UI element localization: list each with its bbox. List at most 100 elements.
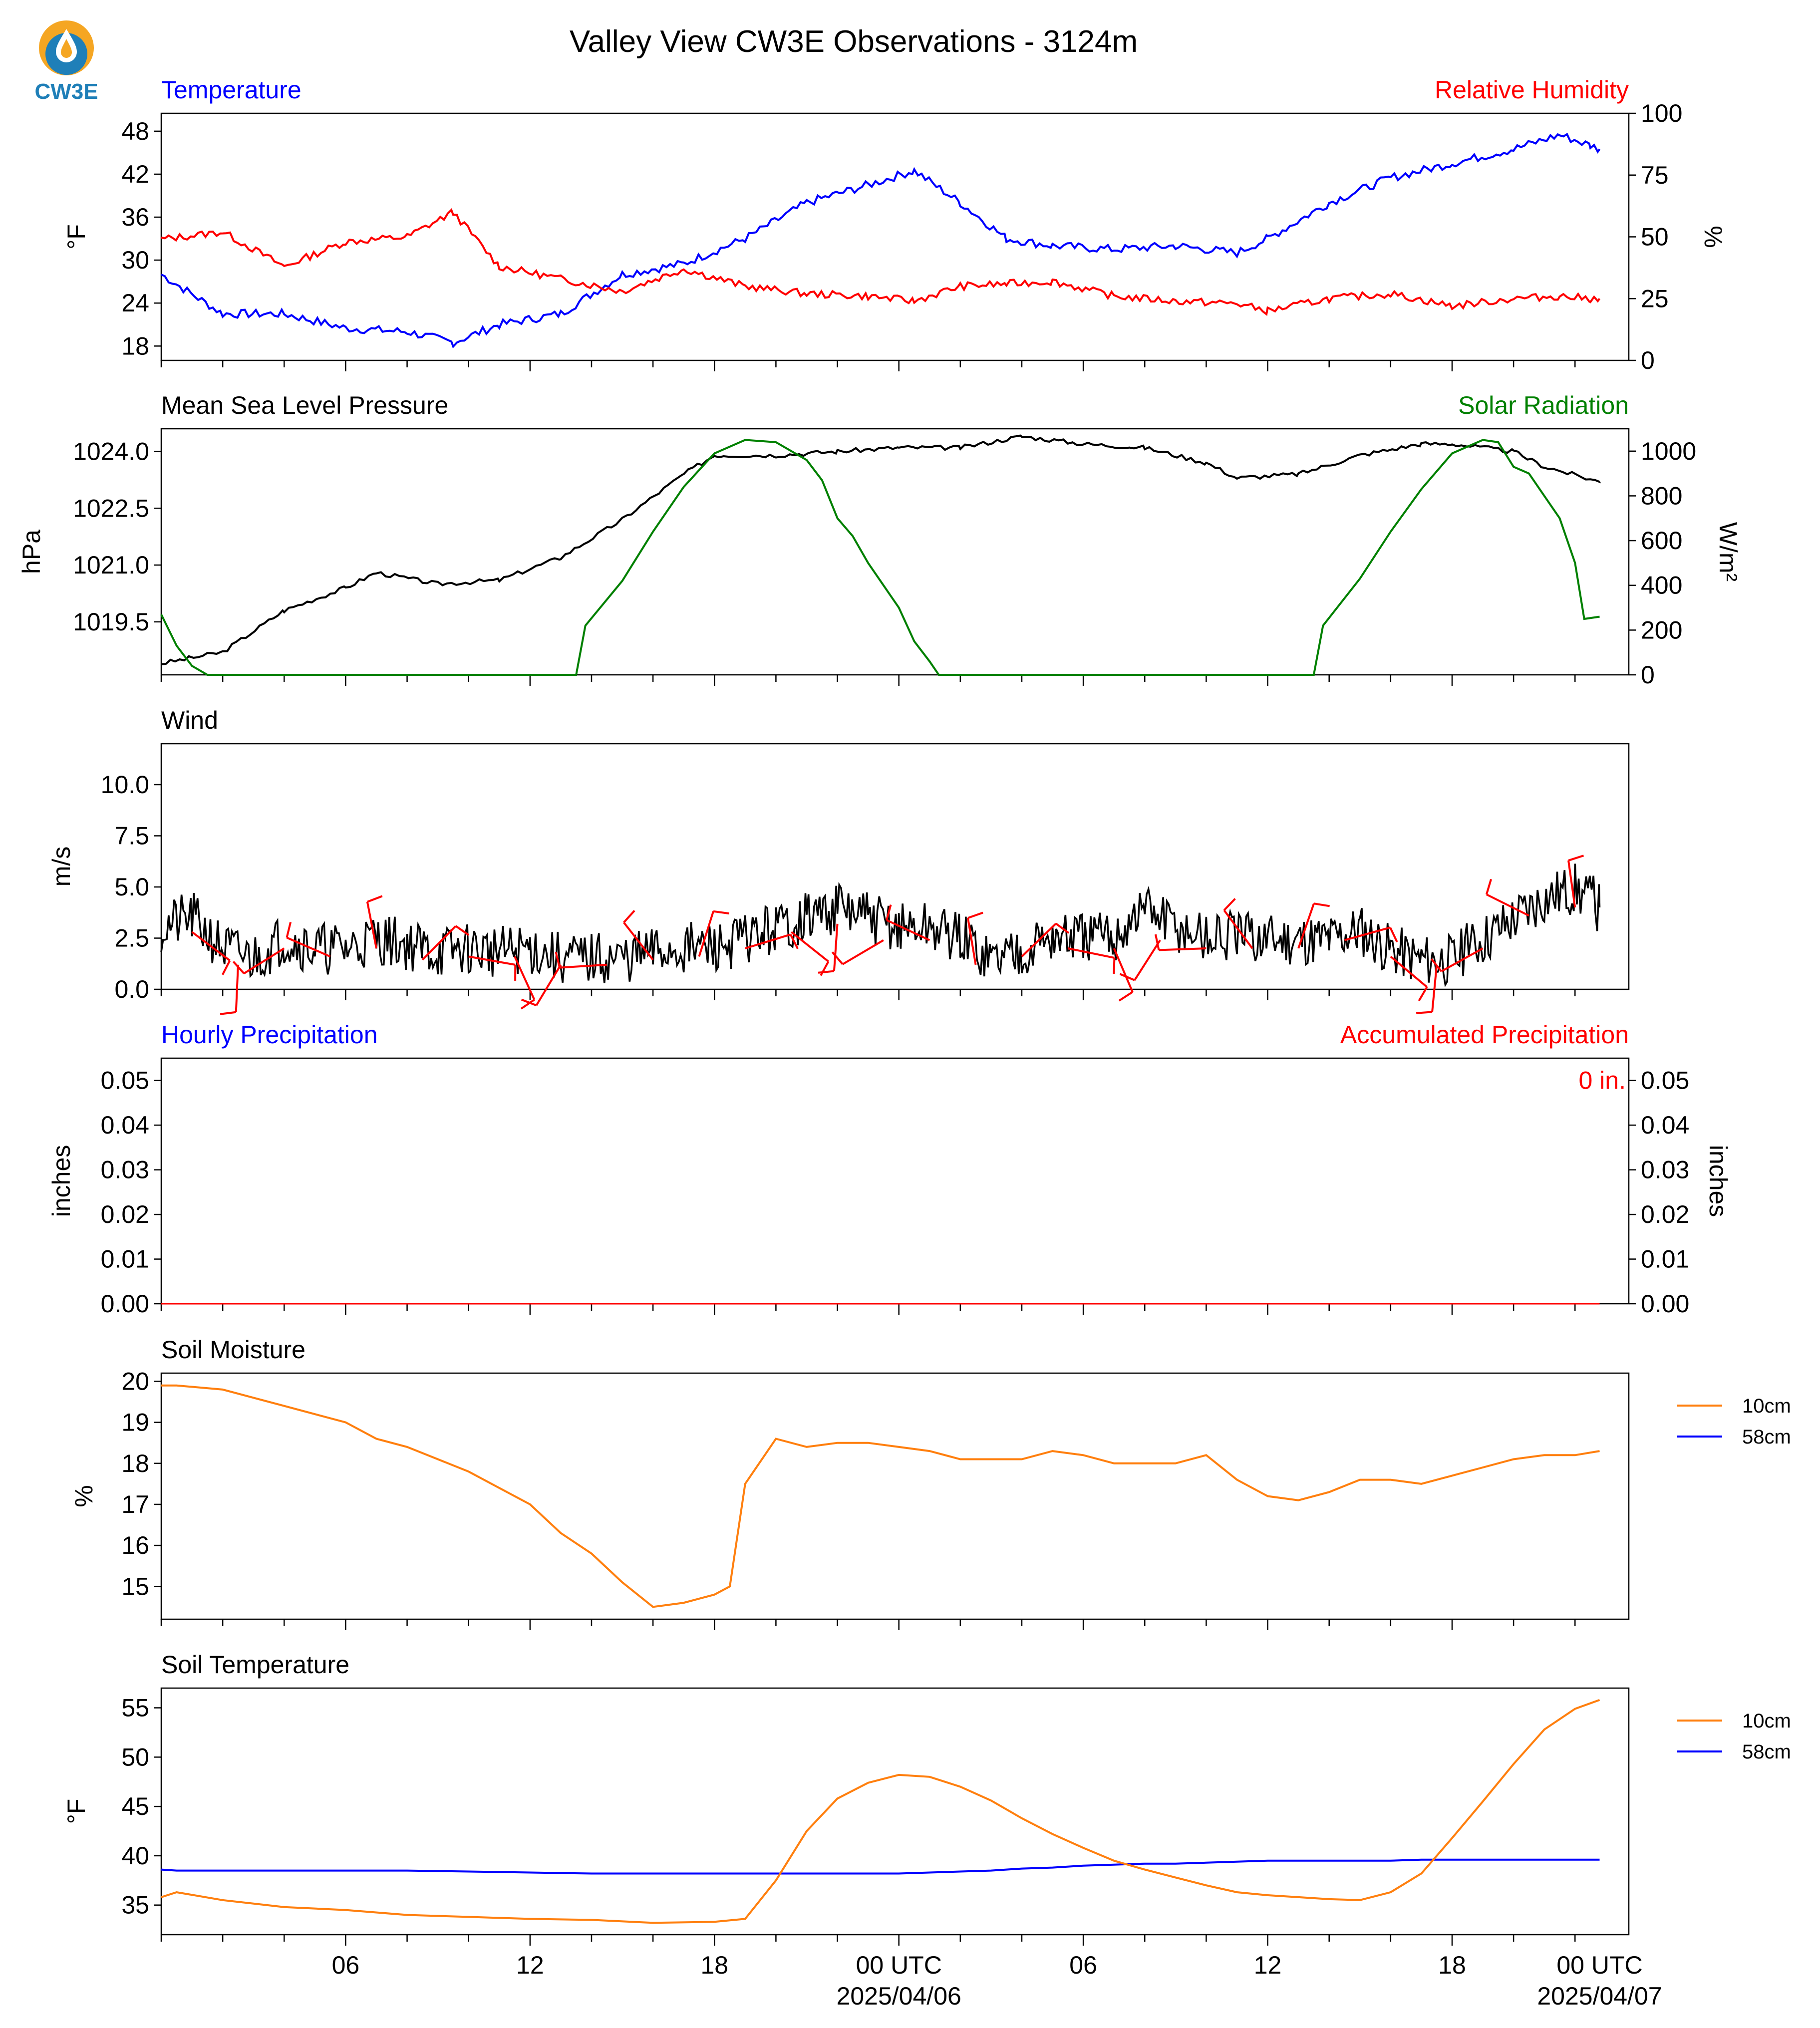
temperature-y-tick-label: 24 <box>121 289 149 317</box>
accum-y-tick-label: 0.03 <box>1641 1156 1689 1184</box>
accum-y-tick-label: 0.05 <box>1641 1067 1689 1095</box>
solar-title: Solar Radiation <box>1458 391 1629 419</box>
wind-barb <box>1134 939 1161 981</box>
x-tick-label: 06 <box>332 1951 360 1979</box>
soil-moisture-y-tick-label: 18 <box>121 1449 149 1477</box>
soil-temp-y-tick-label: 35 <box>121 1891 149 1919</box>
temperature-y-tick-label: 36 <box>121 203 149 231</box>
legend-label-10cm: 10cm <box>1742 1395 1791 1417</box>
wind-barb-flag <box>1313 902 1330 907</box>
wind-barb <box>1441 947 1484 972</box>
panels: 48 42 36 30 24 18 100 75 50 25 0 Temperature Relativ… <box>17 76 1791 2010</box>
pressure-y-tick-label: 1021.0 <box>73 551 149 579</box>
solar-series-line <box>160 439 1600 676</box>
accum-y-tick-label: 0.01 <box>1641 1245 1689 1273</box>
x-tick-label: 18 <box>1438 1951 1466 1979</box>
cw3e-logo: CW3E <box>34 20 98 104</box>
wind-ylabel: m/s <box>47 847 75 887</box>
wind-barb <box>535 964 562 1006</box>
precip-y-tick-label: 0.03 <box>101 1156 149 1184</box>
soil-temp-title: Soil Temperature <box>161 1651 349 1679</box>
wind-barb <box>191 931 231 961</box>
precip-panel: 0.05 0.04 0.03 0.02 0.01 0.00 0.05 0.04 0.03 0.02… <box>47 1021 1732 1318</box>
rh-series-line <box>161 208 1601 316</box>
wind-barb-flag <box>820 961 830 976</box>
wind-barb <box>833 923 839 971</box>
rh-y-tick-label: 100 <box>1641 99 1682 127</box>
logo-flame-icon <box>61 39 72 58</box>
wind-barb <box>1344 926 1391 941</box>
precip-y-tick-label: 0.04 <box>101 1111 149 1139</box>
pressure-ylabel: hPa <box>17 530 45 574</box>
precip-panel-frame <box>160 1057 1630 1305</box>
accum-y-tick-label: 0.02 <box>1641 1200 1689 1228</box>
wind-barb-flag <box>1389 927 1398 943</box>
wind-barb-flag <box>220 1011 237 1015</box>
temperature-y-tick-label: 42 <box>121 160 149 188</box>
solar-y-tick-label: 400 <box>1641 572 1682 599</box>
soil-temp-y-tick-label: 45 <box>121 1792 149 1820</box>
soil-moisture-ylabel: % <box>70 1485 98 1507</box>
wind-barb <box>1021 922 1057 957</box>
soil-moisture-y-tick-label: 15 <box>121 1572 149 1600</box>
wind-panel: 10.0 7.5 5.0 2.5 0.0 Wind m/s <box>47 706 1630 1015</box>
accum-y-tick-label: 0.04 <box>1641 1111 1689 1139</box>
solar-y-tick-label: 600 <box>1641 527 1682 555</box>
wind-panel-frame <box>160 743 1630 990</box>
wind-barb <box>1223 909 1253 949</box>
soil-temp-58cm-line <box>161 1858 1600 1875</box>
x-date-label: 2025/04/07 <box>1537 1982 1662 2010</box>
solar-ylabel: W/m² <box>1714 522 1742 581</box>
legend-label-10cm: 10cm <box>1742 1710 1791 1732</box>
solar-y-tick-label: 1000 <box>1641 437 1696 465</box>
soil-temp-ylabel: °F <box>62 1799 90 1824</box>
soil-temp-y-tick-label: 55 <box>121 1694 149 1722</box>
temperature-y-tick-label: 18 <box>121 332 149 360</box>
wind-barb-flag <box>1485 878 1492 895</box>
wind-barb-flag <box>1119 973 1135 981</box>
temperature-y-tick-label: 48 <box>121 117 149 145</box>
accum-y-tick-label: 0.00 <box>1641 1290 1689 1318</box>
wind-barb-flag <box>286 921 292 938</box>
wind-barb-flag <box>623 910 635 923</box>
x-tick-label: 00 UTC <box>856 1951 942 1979</box>
legend-label-58cm: 58cm <box>1742 1741 1791 1763</box>
accum-title: Accumulated Precipitation <box>1340 1021 1629 1049</box>
pressure-panel-frame <box>160 428 1630 676</box>
soil-temp-10cm-line <box>161 1699 1600 1924</box>
pressure-series-line <box>161 434 1601 665</box>
x-tick-label: 12 <box>1254 1951 1282 1979</box>
wind-speed-line <box>160 864 1601 988</box>
logo-text: CW3E <box>34 79 98 104</box>
wind-barb-flag <box>367 895 383 903</box>
rh-y-tick-label: 0 <box>1641 346 1655 374</box>
precip-y-tick-label: 0.02 <box>101 1200 149 1228</box>
wind-barb-flag <box>713 910 730 915</box>
legend-label-58cm: 58cm <box>1742 1426 1791 1448</box>
pressure-y-tick-label: 1019.5 <box>73 608 149 636</box>
x-tick-label: 00 UTC <box>1556 1951 1642 1979</box>
precip-ylabel: inches <box>47 1145 75 1217</box>
wind-barb <box>514 956 536 1000</box>
x-date-label: 2025/04/06 <box>837 1982 961 2010</box>
wind-barb-flag <box>967 911 983 919</box>
pressure-title: Mean Sea Level Pressure <box>161 391 448 419</box>
wind-barb <box>790 931 829 962</box>
wind-y-tick-label: 2.5 <box>114 924 149 952</box>
x-tick-label: 12 <box>516 1951 544 1979</box>
soil-moisture-y-tick-label: 20 <box>121 1367 149 1395</box>
soil-temp-y-tick-label: 40 <box>121 1842 149 1870</box>
wind-barb <box>1567 860 1576 908</box>
precip-title: Hourly Precipitation <box>161 1021 378 1049</box>
solar-y-tick-label: 800 <box>1641 482 1682 510</box>
wind-barb <box>468 955 516 966</box>
wind-barb-flag <box>521 998 537 1007</box>
wind-barb-flag <box>818 970 835 974</box>
rh-y-tick-label: 50 <box>1641 223 1669 251</box>
temperature-title: Temperature <box>161 76 302 104</box>
wind-barb-flag <box>232 961 245 974</box>
pressure-panel: 1024.0 1022.5 1021.0 1019.5 1000 800 600 400 200… <box>17 391 1742 689</box>
wind-barb <box>842 939 884 965</box>
chart-title: Valley View CW3E Observations - 3124m <box>570 24 1138 59</box>
wind-y-tick-label: 10.0 <box>101 771 149 799</box>
